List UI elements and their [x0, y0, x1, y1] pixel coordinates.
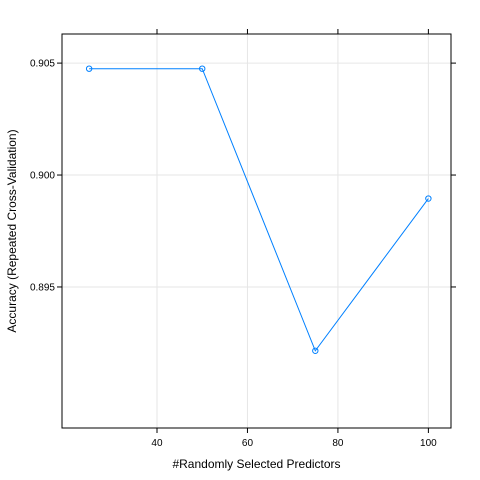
y-tick-label: 0.900: [30, 171, 55, 182]
x-tick-label: 100: [420, 438, 437, 449]
y-axis-title: Accuracy (Repeated Cross-Validation): [5, 129, 19, 332]
y-tick-label: 0.905: [30, 59, 55, 70]
x-tick-label: 40: [151, 438, 163, 449]
x-axis-title: #Randomly Selected Predictors: [172, 457, 340, 471]
y-tick-label: 0.895: [30, 282, 55, 293]
x-tick-label: 60: [242, 438, 254, 449]
x-tick-label: 80: [332, 438, 344, 449]
